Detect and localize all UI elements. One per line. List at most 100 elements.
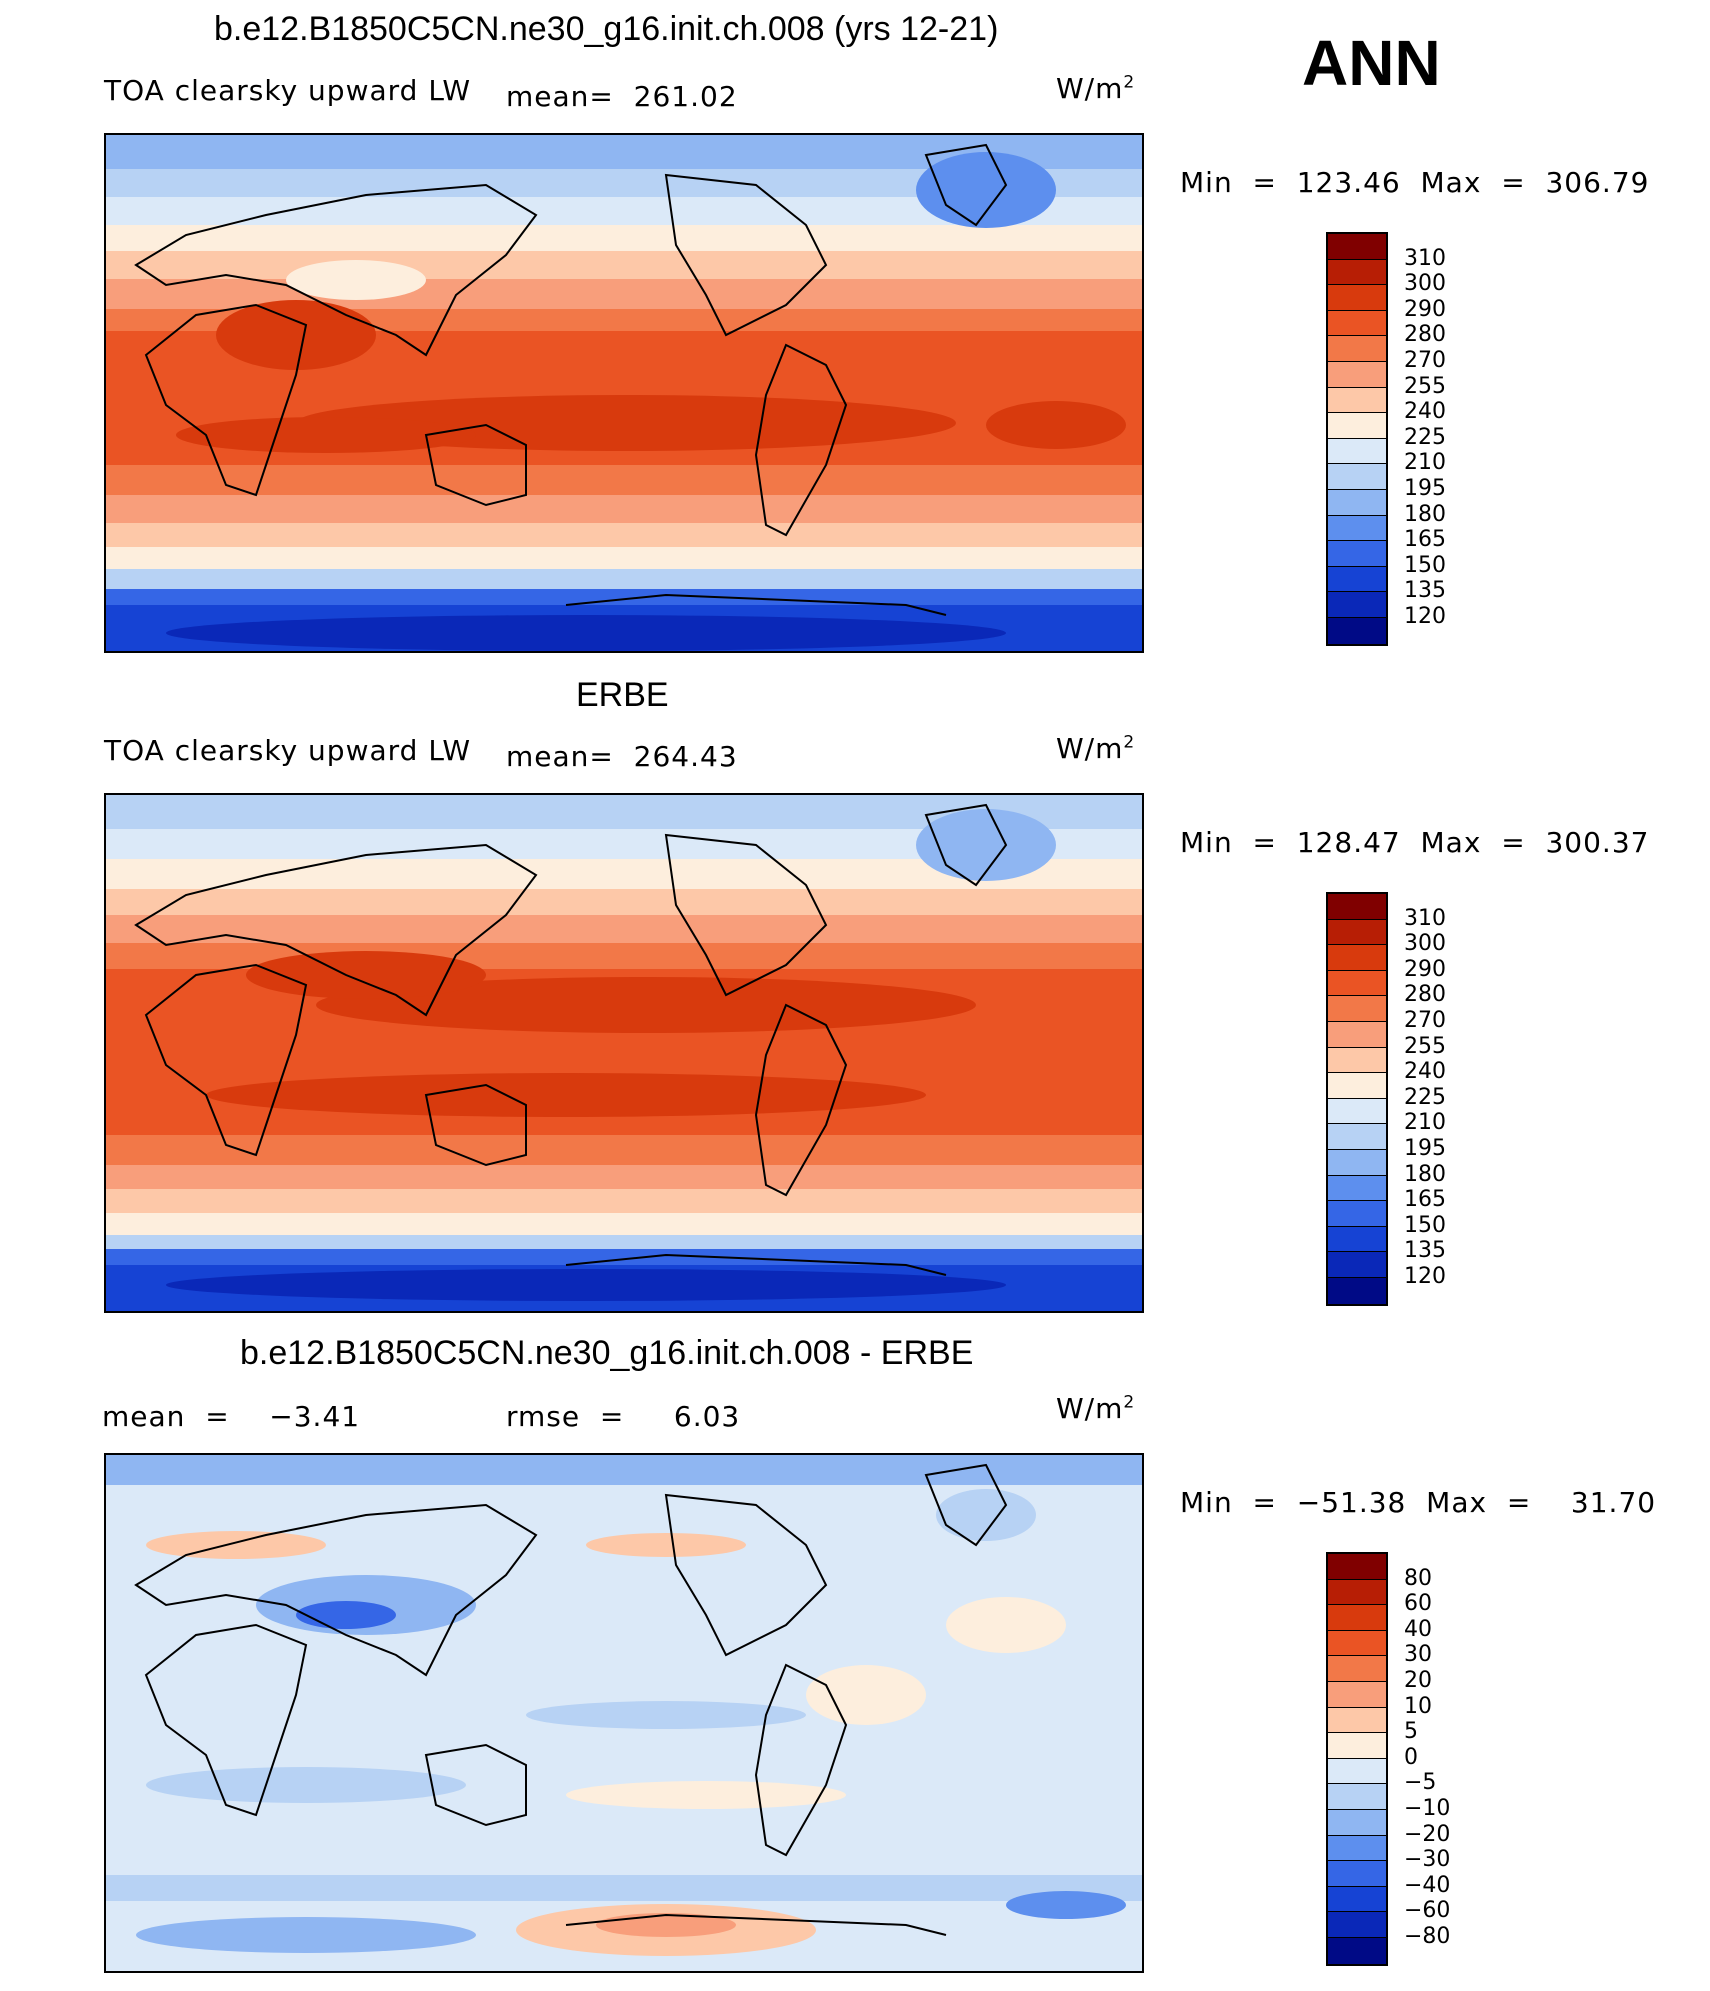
panel1-variable: TOA clearsky upward LW xyxy=(104,74,472,107)
panel3-colorbar xyxy=(1326,1552,1388,1966)
season-label: ANN xyxy=(1302,27,1441,99)
colorbar-swatch xyxy=(1328,515,1386,542)
colorbar-swatch xyxy=(1328,259,1386,286)
colorbar-tick-label: 10 xyxy=(1404,1693,1432,1719)
colorbar-tick-label: 180 xyxy=(1404,1161,1446,1187)
colorbar-swatch xyxy=(1328,336,1386,362)
colorbar-tick-label: 270 xyxy=(1404,1008,1446,1033)
colorbar-tick-label: 310 xyxy=(1404,245,1446,271)
colorbar-tick-label: 290 xyxy=(1404,956,1446,982)
colorbar-swatch xyxy=(1328,592,1386,618)
colorbar-tick-label: 210 xyxy=(1404,1110,1446,1136)
colorbar-swatch xyxy=(1328,1758,1386,1785)
colorbar-swatch xyxy=(1328,1226,1386,1253)
colorbar-tick-label: 210 xyxy=(1404,450,1446,476)
panel1-mean: mean= 261.02 xyxy=(506,80,738,113)
colorbar-swatch xyxy=(1328,234,1386,260)
colorbar-tick-label: 195 xyxy=(1404,1136,1446,1161)
colorbar-tick-label: 255 xyxy=(1404,373,1446,399)
colorbar-tick-label: 180 xyxy=(1404,501,1446,527)
colorbar-tick-label: 225 xyxy=(1404,424,1446,450)
colorbar-swatch xyxy=(1328,1175,1386,1202)
colorbar-tick-label: −80 xyxy=(1404,1924,1451,1949)
panel1-title: b.e12.B1850C5CN.ne30_g16.init.ch.008 (yr… xyxy=(214,10,999,48)
panel1-units: W/m2 xyxy=(1056,72,1136,105)
colorbar-swatch xyxy=(1328,996,1386,1022)
colorbar-swatch xyxy=(1328,387,1386,414)
colorbar-tick-label: 30 xyxy=(1404,1642,1432,1668)
colorbar-swatch xyxy=(1328,1630,1386,1657)
colorbar-tick-label: 300 xyxy=(1404,931,1446,957)
colorbar-tick-label: 150 xyxy=(1404,1212,1446,1238)
colorbar-tick-label: 120 xyxy=(1404,604,1446,629)
colorbar-tick-label: −5 xyxy=(1404,1770,1437,1796)
colorbar-swatch xyxy=(1328,566,1386,593)
colorbar-tick-label: 310 xyxy=(1404,905,1446,931)
colorbar-tick-label: −60 xyxy=(1404,1898,1451,1924)
panel2-units: W/m2 xyxy=(1056,732,1136,765)
colorbar-swatch xyxy=(1328,1605,1386,1631)
colorbar-tick-label: 150 xyxy=(1404,552,1446,578)
colorbar-tick-label: 195 xyxy=(1404,476,1446,501)
colorbar-swatch xyxy=(1328,1098,1386,1125)
colorbar-swatch xyxy=(1328,617,1386,644)
colorbar-swatch xyxy=(1328,1047,1386,1074)
colorbar-swatch xyxy=(1328,489,1386,516)
colorbar-tick-label: 135 xyxy=(1404,578,1446,604)
panel3-title: b.e12.B1850C5CN.ne30_g16.init.ch.008 - E… xyxy=(240,1334,974,1372)
colorbar-swatch xyxy=(1328,1886,1386,1913)
colorbar-swatch xyxy=(1328,945,1386,971)
colorbar-tick-label: 255 xyxy=(1404,1033,1446,1059)
panel3-minmax: Min = −51.38 Max = 31.70 xyxy=(1180,1486,1657,1519)
colorbar-tick-label: 60 xyxy=(1404,1591,1432,1617)
panel2-variable: TOA clearsky upward LW xyxy=(104,734,472,767)
colorbar-swatch xyxy=(1328,1021,1386,1048)
colorbar-tick-label: 240 xyxy=(1404,399,1446,425)
panel2-colorbar xyxy=(1326,892,1388,1306)
colorbar-swatch xyxy=(1328,1861,1386,1887)
colorbar-tick-label: −10 xyxy=(1404,1796,1451,1821)
colorbar-tick-label: 40 xyxy=(1404,1616,1432,1642)
colorbar-tick-label: 80 xyxy=(1404,1565,1432,1591)
colorbar-swatch xyxy=(1328,1835,1386,1862)
colorbar-swatch xyxy=(1328,1912,1386,1938)
colorbar-swatch xyxy=(1328,1707,1386,1734)
colorbar-swatch xyxy=(1328,1579,1386,1606)
colorbar-swatch xyxy=(1328,1809,1386,1836)
colorbar-tick-label: 225 xyxy=(1404,1084,1446,1110)
colorbar-tick-label: −20 xyxy=(1404,1821,1451,1847)
colorbar-tick-label: −30 xyxy=(1404,1847,1451,1873)
colorbar-swatch xyxy=(1328,361,1386,388)
colorbar-swatch xyxy=(1328,1149,1386,1176)
colorbar-swatch xyxy=(1328,541,1386,567)
colorbar-swatch xyxy=(1328,1937,1386,1964)
colorbar-swatch xyxy=(1328,285,1386,311)
panel2-map xyxy=(104,793,1144,1313)
colorbar-swatch xyxy=(1328,1277,1386,1304)
colorbar-tick-label: 240 xyxy=(1404,1059,1446,1085)
colorbar-swatch xyxy=(1328,1124,1386,1150)
panel2-minmax: Min = 128.47 Max = 300.37 xyxy=(1180,826,1650,859)
colorbar-swatch xyxy=(1328,1733,1386,1759)
colorbar-tick-label: 120 xyxy=(1404,1264,1446,1289)
colorbar-tick-label: 135 xyxy=(1404,1238,1446,1264)
panel3-mean: mean = −3.41 xyxy=(102,1400,361,1433)
colorbar-swatch xyxy=(1328,310,1386,337)
colorbar-tick-label: 270 xyxy=(1404,348,1446,373)
colorbar-swatch xyxy=(1328,1784,1386,1810)
colorbar-swatch xyxy=(1328,1073,1386,1099)
colorbar-tick-label: 280 xyxy=(1404,982,1446,1008)
panel3-rmse: rmse = 6.03 xyxy=(506,1400,741,1433)
panel1-colorbar xyxy=(1326,232,1388,646)
colorbar-tick-label: 280 xyxy=(1404,322,1446,348)
colorbar-tick-label: 165 xyxy=(1404,527,1446,553)
colorbar-swatch xyxy=(1328,1554,1386,1580)
panel2-mean: mean= 264.43 xyxy=(506,740,738,773)
colorbar-swatch xyxy=(1328,464,1386,490)
colorbar-swatch xyxy=(1328,970,1386,997)
colorbar-tick-label: 0 xyxy=(1404,1744,1418,1770)
panel1-map xyxy=(104,133,1144,653)
colorbar-tick-label: 165 xyxy=(1404,1187,1446,1213)
panel2-title: ERBE xyxy=(576,676,669,714)
panel1-minmax: Min = 123.46 Max = 306.79 xyxy=(1180,166,1650,199)
